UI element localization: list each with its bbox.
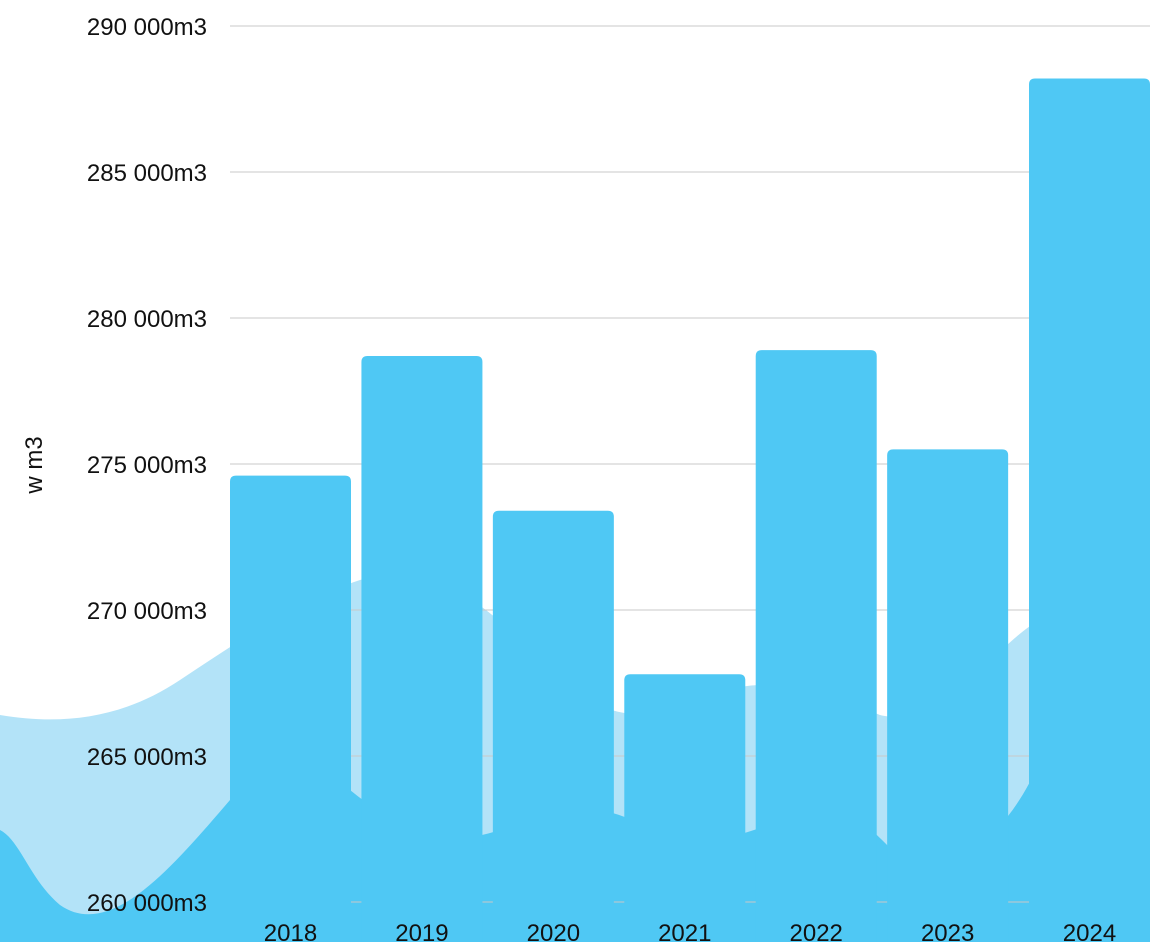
bar-2023 — [887, 449, 1009, 942]
x-tick-label: 2020 — [527, 920, 580, 942]
bar-2021 — [624, 674, 746, 942]
x-tick-label: 2021 — [658, 920, 711, 942]
y-tick-label: 280 000m3 — [87, 306, 207, 333]
x-tick-label: 2019 — [395, 920, 448, 942]
x-tick-label: 2022 — [790, 920, 843, 942]
y-tick-label: 270 000m3 — [87, 598, 207, 625]
y-tick-label: 265 000m3 — [87, 744, 207, 771]
bar-2022 — [755, 350, 877, 942]
y-tick-label: 260 000m3 — [87, 890, 207, 917]
bars — [230, 78, 1150, 942]
y-axis-title: w m3 — [21, 436, 48, 494]
bar-2019 — [361, 355, 483, 942]
y-tick-label: 285 000m3 — [87, 160, 207, 187]
y-tick-label: 275 000m3 — [87, 452, 207, 479]
bar-2024 — [1029, 78, 1150, 942]
bar-2018 — [230, 475, 351, 942]
y-tick-label: 290 000m3 — [87, 14, 207, 41]
x-tick-label: 2018 — [264, 920, 317, 942]
x-tick-label: 2024 — [1063, 920, 1116, 942]
y-tick-labels: 260 000m3 265 000m3 270 000m3 275 000m3 280 … — [87, 14, 207, 917]
x-tick-label: 2023 — [921, 920, 974, 942]
bar-2020 — [492, 510, 614, 942]
x-tick-labels: 2018 2019 2020 2021 2022 2023 2024 — [264, 920, 1116, 942]
